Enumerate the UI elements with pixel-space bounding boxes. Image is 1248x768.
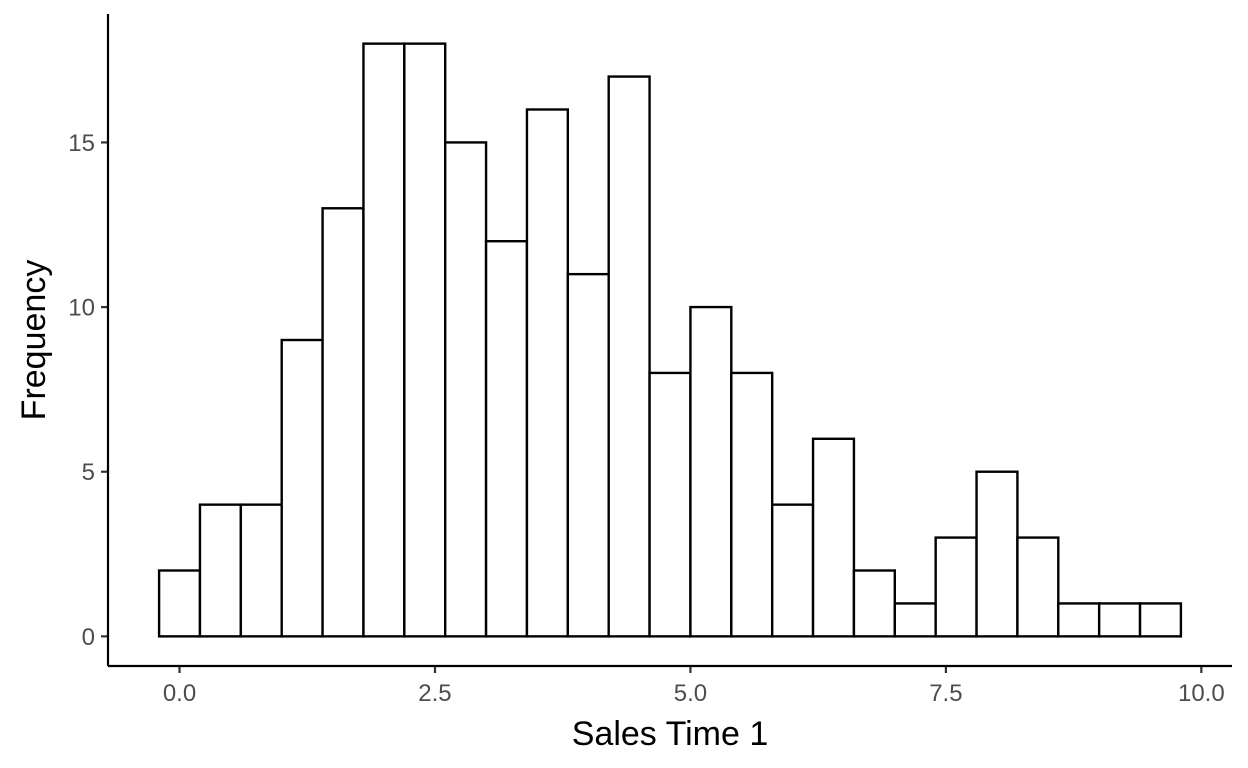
histogram-bar: [1016, 536, 1060, 638]
y-tick-label: 10: [68, 295, 95, 322]
histogram-bar: [566, 272, 610, 638]
y-axis-title: Frequency: [15, 260, 53, 421]
histogram-bar: [1138, 602, 1183, 638]
histogram-bar: [607, 75, 651, 638]
histogram-bar: [1057, 602, 1101, 638]
x-tick-label: 10.0: [1178, 680, 1225, 707]
histogram-bar: [198, 503, 243, 638]
histogram-bar: [770, 503, 815, 638]
histogram-bar: [484, 240, 529, 638]
histogram-bar: [157, 569, 202, 638]
histogram-bar: [321, 207, 365, 638]
bars-group: [157, 42, 1183, 638]
x-tick-label: 0.0: [163, 680, 196, 707]
histogram-bar: [648, 371, 692, 638]
histogram-bar: [975, 470, 1019, 638]
histogram-bar: [730, 371, 774, 638]
x-tick-label: 5.0: [674, 680, 707, 707]
x-tick-label: 7.5: [929, 680, 962, 707]
histogram-bar: [280, 338, 324, 638]
x-axis-title: Sales Time 1: [572, 715, 769, 753]
y-tick-label: 0: [82, 624, 95, 651]
histogram-bar: [852, 569, 896, 638]
histogram-bar: [811, 437, 856, 638]
histogram-bar: [403, 42, 447, 638]
histogram-bar: [893, 602, 937, 638]
x-axis-ticks: 0.0 2.5 5.0 7.5 10.0: [163, 666, 1225, 707]
y-tick-label: 5: [82, 459, 95, 486]
histogram-bar: [525, 108, 570, 638]
histogram-bar: [934, 536, 978, 638]
x-tick-label: 2.5: [418, 680, 451, 707]
y-tick-label: 15: [68, 130, 95, 157]
histogram-bar: [689, 305, 733, 638]
y-axis-ticks: 0 5 10 15: [68, 130, 108, 651]
histogram-bar: [239, 503, 283, 638]
histogram-bar: [1097, 602, 1142, 638]
histogram-bar: [362, 42, 406, 638]
histogram-bar: [444, 141, 488, 638]
